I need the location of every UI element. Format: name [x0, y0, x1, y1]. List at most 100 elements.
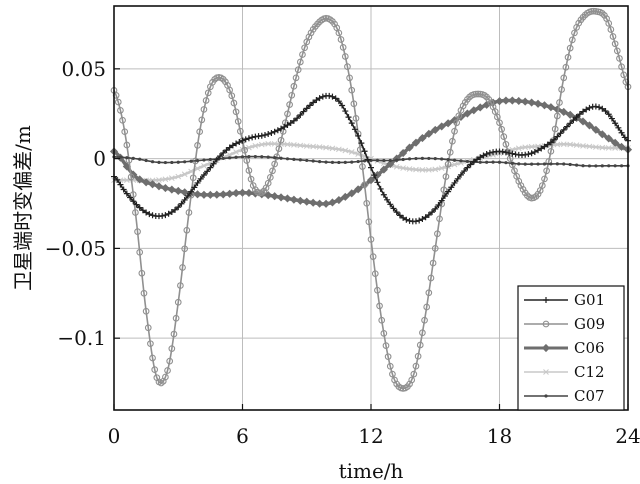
data-point-g01: [486, 149, 493, 156]
data-point-c06: [463, 109, 472, 118]
data-point-c07: [607, 164, 611, 168]
y-tick-label: 0.05: [61, 57, 106, 81]
data-point-c07: [497, 160, 502, 164]
data-point-g09: [245, 167, 253, 174]
data-point-g09: [588, 8, 595, 15]
data-point-c07: [491, 160, 495, 164]
data-point-g09: [284, 110, 291, 118]
data-point-g09: [421, 316, 428, 324]
data-point-c06: [418, 134, 427, 143]
data-point-c06: [495, 97, 504, 106]
data-point-g01: [114, 176, 121, 183]
data-point-c06: [566, 110, 575, 119]
data-point-g01: [461, 168, 468, 175]
data-point-g09: [144, 324, 152, 332]
data-point-g01: [412, 218, 419, 225]
data-point-g09: [114, 98, 122, 106]
data-point-c07: [343, 160, 347, 164]
data-point-g09: [121, 128, 129, 136]
data-point-c06: [161, 183, 170, 193]
data-point-c07: [562, 162, 566, 166]
data-point-g01: [393, 209, 400, 216]
data-point-g09: [562, 63, 570, 71]
data-point-g09: [590, 7, 598, 15]
data-point-c06: [232, 189, 241, 198]
data-point-c06: [225, 189, 234, 198]
data-point-g01: [310, 99, 317, 106]
data-point-c12: [291, 141, 297, 148]
data-point-c06: [296, 196, 305, 205]
data-point-c12: [297, 142, 304, 149]
data-point-c06: [431, 125, 440, 134]
data-point-c06: [347, 189, 356, 198]
data-point-g09: [136, 248, 144, 256]
data-point-g01: [573, 114, 580, 121]
data-point-g09: [449, 137, 456, 145]
data-point-g09: [132, 209, 139, 216]
data-point-g01: [528, 150, 535, 157]
data-point-c07: [485, 160, 489, 164]
legend-entry-c12: C12: [524, 363, 605, 381]
data-point-g09: [363, 199, 371, 207]
data-point-g09: [511, 167, 518, 175]
data-point-g09: [164, 367, 171, 374]
data-point-g01: [506, 150, 513, 157]
data-point-g01: [233, 140, 240, 147]
data-point-c06: [533, 99, 543, 108]
data-point-g01: [313, 97, 320, 104]
data-point-c07: [587, 164, 592, 168]
data-point-c06: [199, 190, 209, 199]
data-point-c06: [142, 178, 151, 187]
data-point-c07: [581, 164, 585, 168]
data-point-g01: [172, 206, 179, 213]
data-point-g01: [287, 120, 294, 127]
data-point-c07: [619, 164, 624, 168]
data-point-c07: [183, 160, 187, 164]
data-point-g09: [346, 74, 353, 82]
data-point-g09: [350, 100, 358, 108]
data-point-c06: [411, 138, 421, 147]
data-point-g09: [243, 157, 251, 164]
data-point-g09: [166, 357, 174, 365]
data-point-g01: [133, 201, 140, 208]
data-point-c12: [599, 144, 606, 151]
data-point-g01: [570, 117, 577, 124]
data-point-c06: [540, 101, 549, 110]
data-point-g09: [222, 78, 229, 86]
data-point-g01: [268, 129, 275, 136]
data-point-c06: [366, 176, 376, 185]
data-point-g01: [445, 188, 452, 195]
data-point-g09: [151, 366, 159, 373]
data-point-g09: [389, 370, 396, 378]
data-point-g09: [359, 163, 366, 170]
legend-label: C07: [574, 387, 605, 405]
data-point-g01: [396, 212, 403, 219]
legend-label: C12: [574, 363, 605, 381]
data-point-c07: [459, 159, 463, 163]
data-point-g01: [448, 184, 455, 191]
data-point-c07: [221, 156, 225, 161]
data-point-c06: [219, 190, 228, 199]
y-tick-label: −0.05: [45, 236, 106, 260]
data-point-c06: [135, 175, 144, 184]
data-point-g09: [290, 82, 298, 90]
data-point-g01: [274, 127, 281, 134]
data-point-g01: [162, 212, 169, 219]
data-point-c07: [504, 161, 508, 165]
data-point-g09: [496, 119, 503, 127]
data-point-g01: [146, 211, 153, 218]
data-point-g09: [543, 167, 550, 175]
data-point-g09: [269, 167, 276, 175]
data-point-g01: [339, 102, 346, 109]
data-point-g09: [474, 90, 482, 98]
data-point-g09: [618, 63, 625, 71]
data-point-c06: [154, 182, 164, 191]
data-point-g09: [228, 92, 236, 100]
data-point-g01: [181, 196, 188, 203]
data-point-g09: [341, 53, 349, 60]
data-point-g09: [237, 127, 244, 135]
data-point-c06: [283, 194, 292, 203]
data-point-c06: [444, 119, 453, 128]
data-point-g09: [553, 112, 561, 120]
data-point-c12: [522, 144, 529, 151]
